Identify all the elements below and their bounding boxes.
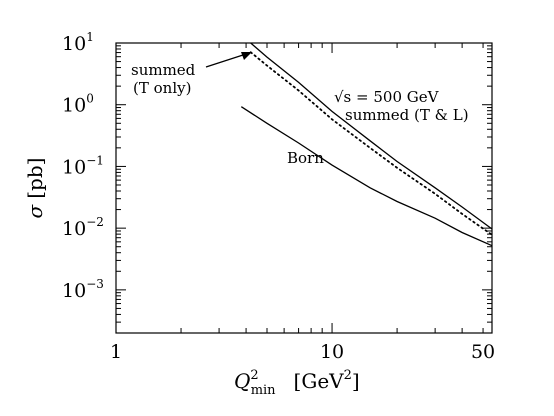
- annotation-summed-t-only-line2: (T only): [133, 79, 191, 97]
- annotation-arrow: [205, 52, 252, 68]
- y-tick-label: 101: [62, 30, 94, 55]
- y-tick-label: 100: [62, 92, 94, 117]
- plot-frame: [115, 42, 493, 334]
- tick-labels: 1 10 50 101 100 10−1 10−2 10−3: [62, 30, 495, 363]
- y-tick-label: 10−3: [62, 277, 104, 302]
- series-line-born: [240, 106, 493, 247]
- y-tick-label: 10−2: [62, 215, 104, 240]
- series-line-summed-t-only: [249, 51, 493, 236]
- series-line-summed-t-l: [250, 42, 493, 230]
- axis-ticks: [115, 42, 492, 334]
- x-tick-label: 1: [110, 341, 122, 363]
- x-tick-label: 10: [320, 341, 344, 363]
- x-tick-label: 50: [471, 341, 495, 363]
- annotation-summed-t-only-line1: summed: [131, 61, 196, 79]
- annotation-born: Born: [287, 149, 324, 167]
- series-lines: [240, 42, 493, 247]
- y-tick-label: 10−1: [62, 153, 104, 178]
- annotation-sqrt-s: √s = 500 GeV: [334, 88, 440, 106]
- x-axis-title: Q2 min [GeV2]: [234, 368, 360, 398]
- annotation-summed-tl: summed (T & L): [345, 106, 469, 124]
- y-axis-title: σ[pb]: [23, 158, 47, 219]
